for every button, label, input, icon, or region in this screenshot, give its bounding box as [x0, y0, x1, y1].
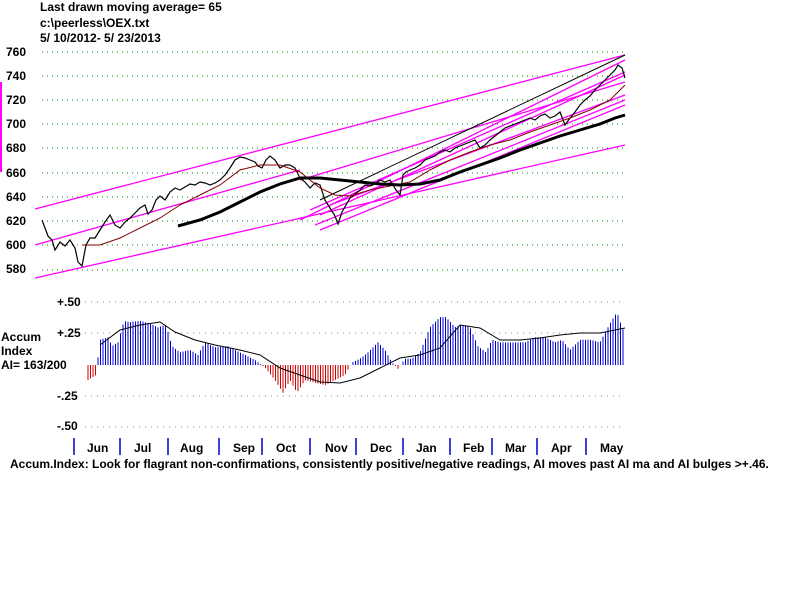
ai-label-accum: Accum	[1, 330, 42, 344]
ai-label-index: Index	[1, 344, 33, 358]
month-label-aug: Aug	[180, 441, 204, 455]
ai-tick-m50: -.50	[57, 419, 78, 433]
price-tick-740: 740	[6, 69, 27, 83]
price-tick-620: 620	[6, 214, 27, 228]
month-label-jan: Jan	[416, 441, 437, 455]
upper-black-trendline	[319, 54, 626, 201]
price-tick-700: 700	[6, 117, 27, 131]
month-label-oct: Oct	[276, 441, 297, 455]
month-label-sep: Sep	[233, 441, 256, 455]
price-tick-640: 640	[6, 190, 27, 204]
price-tick-600: 600	[6, 238, 27, 252]
price-tick-580: 580	[6, 262, 27, 276]
trend-channels	[34, 54, 626, 279]
month-label-may: May	[600, 441, 624, 455]
ai-histogram	[87, 314, 624, 393]
price-bars	[41, 64, 626, 268]
price-tick-760: 760	[6, 45, 27, 59]
price-tick-660: 660	[6, 166, 27, 180]
price-tick-720: 720	[6, 93, 27, 107]
month-label-nov: Nov	[325, 441, 348, 455]
ai-label-value: AI= 163/200	[1, 358, 67, 372]
long-ma-line	[177, 113, 626, 228]
file-path: c:\peerless\OEX.txt	[40, 16, 150, 30]
price-tick-680: 680	[6, 141, 27, 155]
price-gridlines	[42, 51, 625, 271]
footer-note: Accum.Index: Look for flagrant non-confi…	[10, 457, 769, 471]
date-range: 5/ 10/2012- 5/ 23/2013	[40, 31, 161, 45]
month-label-mar: Mar	[505, 441, 527, 455]
month-label-dec: Dec	[370, 441, 393, 455]
month-label-jul: Jul	[134, 441, 152, 455]
month-label-feb: Feb	[463, 441, 485, 455]
ai-tick-m25: -.25	[57, 389, 78, 403]
month-ticks	[73, 438, 587, 455]
chart-title: Last drawn moving average= 65	[40, 0, 222, 14]
ai-gridlines	[85, 301, 625, 428]
month-label-apr: Apr	[551, 441, 572, 455]
short-ma-line	[82, 84, 626, 246]
ai-ma-line	[99, 321, 626, 384]
month-label-jun: Jun	[87, 441, 109, 455]
ai-tick-p25: +.25	[57, 326, 81, 340]
ai-tick-p50: +.50	[57, 295, 81, 309]
